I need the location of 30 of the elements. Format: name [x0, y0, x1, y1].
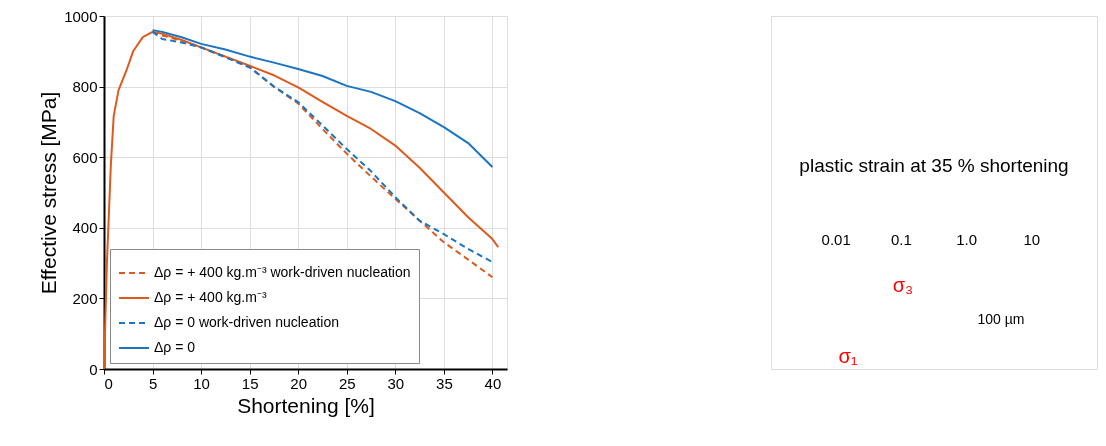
text: σ₁	[838, 345, 858, 367]
y-tick-label: 1000	[64, 7, 98, 25]
text: 1.0	[956, 231, 978, 248]
x-tick-label: 5	[148, 374, 158, 392]
legend-label: Δρ = + 400 kg.m⁻³ work-driven nucleation	[154, 264, 411, 280]
y-tick-label: 400	[72, 219, 98, 237]
x-tick-label: 0	[104, 374, 113, 392]
color-bar-title: plastic strain at 35 % shortening	[799, 155, 1069, 176]
x-tick-label: 40	[484, 374, 502, 392]
x-tick-label: 10	[193, 374, 210, 392]
x-tick-label: 30	[387, 374, 405, 392]
x-tick-label: 35	[436, 374, 453, 392]
line-series	[103, 30, 500, 370]
legend-label: Δρ = 0 work-driven nucleation	[154, 314, 340, 330]
text: 0.01	[821, 231, 851, 248]
legend-label: Δρ = + 400 kg.m⁻³	[154, 289, 267, 305]
x-tick-label: 20	[290, 374, 308, 392]
x-tick-label: 25	[338, 374, 356, 392]
text: 0.1	[890, 231, 912, 248]
y-tick-label: 600	[72, 148, 98, 166]
text: 10	[1023, 231, 1041, 248]
text: σ₃	[892, 274, 914, 296]
legend-label: Δρ = 0	[154, 339, 196, 355]
y-tick-label: 800	[72, 78, 98, 96]
x-axis-title: Shortening [%]	[237, 393, 375, 417]
y-tick-label: 200	[72, 289, 98, 307]
y-tick-label: 0	[89, 360, 98, 378]
x-tick-label: 15	[241, 374, 259, 392]
y-axis-title: Effective stress [MPa]	[37, 91, 61, 295]
text: 100 µm	[977, 311, 1025, 327]
